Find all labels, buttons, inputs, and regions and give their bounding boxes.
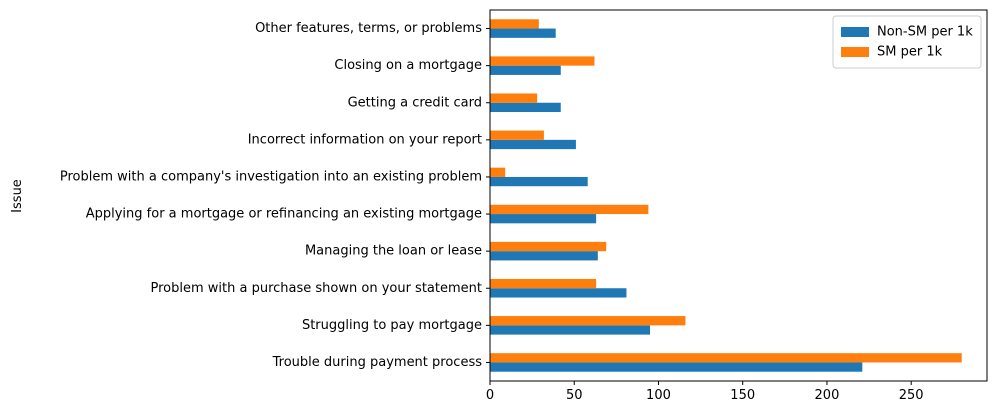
y-tick-label: Getting a credit card xyxy=(348,95,482,110)
y-tick-label: Applying for a mortgage or refinancing a… xyxy=(86,207,482,222)
legend-swatch xyxy=(841,47,869,57)
y-tick-label: Incorrect information on your report xyxy=(248,132,482,147)
y-tick-label: Other features, terms, or problems xyxy=(255,21,482,36)
x-tick-label: 50 xyxy=(566,388,583,403)
x-tick-label: 100 xyxy=(646,388,671,403)
bar-sm xyxy=(490,56,595,66)
bar-non-sm xyxy=(490,214,597,224)
x-tick-label: 0 xyxy=(486,388,494,403)
bar-non-sm xyxy=(490,139,576,150)
plot-frame xyxy=(489,9,988,382)
bar-non-sm xyxy=(490,325,651,335)
y-axis-label: Issue xyxy=(10,179,25,213)
legend-label: SM per 1k xyxy=(877,45,943,60)
bar-non-sm xyxy=(490,102,561,113)
bar-sm xyxy=(490,167,506,177)
bar-non-sm xyxy=(490,176,588,187)
bars-layer xyxy=(490,19,962,372)
bar-sm xyxy=(490,278,597,289)
legend-box xyxy=(832,15,982,69)
legend-swatch xyxy=(841,27,869,37)
bar-non-sm xyxy=(490,362,863,372)
x-tick-label: 250 xyxy=(899,388,924,403)
y-tick-label: Closing on a mortgage xyxy=(334,58,482,73)
bar-non-sm xyxy=(490,251,598,261)
bar-sm xyxy=(490,130,544,140)
bar-sm xyxy=(490,241,607,252)
y-tick-label: Struggling to pay mortgage xyxy=(302,318,482,333)
bar-sm xyxy=(490,19,539,29)
legend-label: Non-SM per 1k xyxy=(877,25,973,40)
y-tick-label: Managing the loan or lease xyxy=(305,244,482,259)
legend: Non-SM per 1k SM per 1k xyxy=(832,15,982,69)
y-axis: Trouble during payment process Struggling… xyxy=(60,21,490,370)
bar-non-sm xyxy=(490,288,627,298)
y-tick-label: Trouble during payment process xyxy=(272,355,483,370)
x-tick-label: 150 xyxy=(730,388,755,403)
bar-sm xyxy=(490,93,538,103)
y-tick-label: Problem with a company's investigation i… xyxy=(60,169,482,184)
x-axis: 0 50 100 150 200 250 xyxy=(486,381,924,403)
y-tick-label: Problem with a purchase shown on your st… xyxy=(151,281,483,296)
bar-sm xyxy=(490,204,649,215)
bar-sm xyxy=(490,316,686,326)
bar-non-sm xyxy=(490,65,561,75)
bar-sm xyxy=(490,353,962,363)
bar-non-sm xyxy=(490,28,556,38)
x-tick-label: 200 xyxy=(815,388,840,403)
